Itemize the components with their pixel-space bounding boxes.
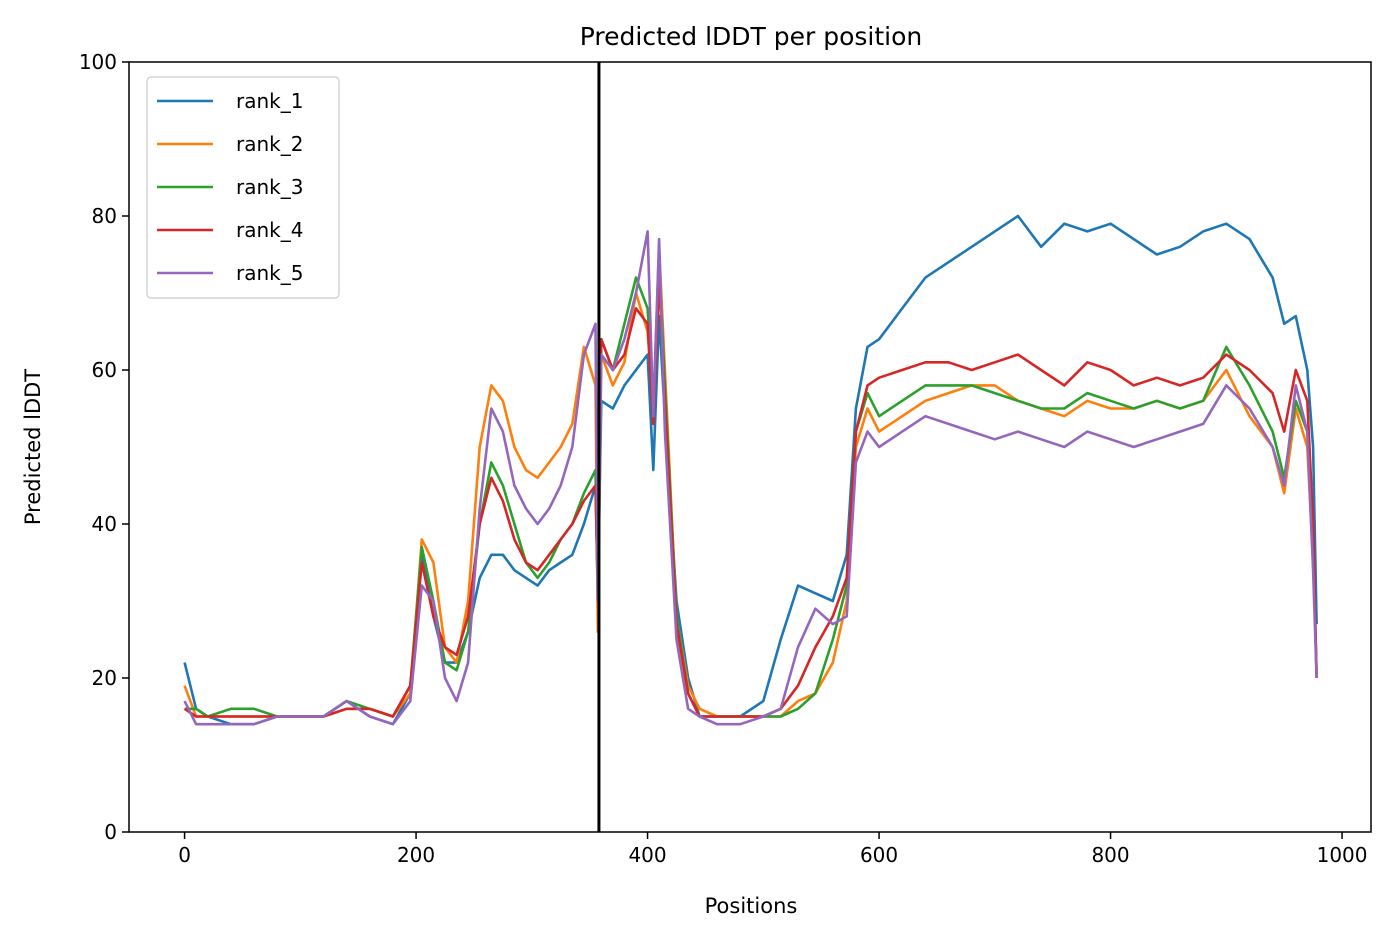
x-tick-label: 200: [397, 843, 435, 867]
chart-title: Predicted lDDT per position: [580, 22, 922, 51]
plot-lines: [183, 214, 1318, 726]
y-tick-label: 100: [79, 50, 117, 74]
legend-label-rank_4: rank_4: [236, 218, 303, 242]
x-tick-label: 600: [860, 843, 898, 867]
legend-label-rank_3: rank_3: [236, 175, 303, 199]
x-tick-label: 1000: [1317, 843, 1368, 867]
legend: rank_1 rank_2 rank_3 rank_4 rank_5: [146, 76, 340, 299]
legend-label-rank_1: rank_1: [236, 89, 303, 113]
legend-label-rank_5: rank_5: [236, 261, 303, 285]
x-axis: 0 200 400 600 800 1000: [178, 832, 1368, 867]
y-tick-label: 20: [92, 666, 117, 690]
y-tick-label: 80: [92, 204, 117, 228]
legend-label-rank_2: rank_2: [236, 132, 303, 156]
y-tick-label: 60: [92, 358, 117, 382]
y-axis-label: Predicted lDDT: [21, 369, 45, 525]
x-tick-label: 400: [628, 843, 666, 867]
y-tick-label: 40: [92, 512, 117, 536]
legend-box: [146, 76, 340, 299]
x-tick-label: 0: [178, 843, 191, 867]
x-axis-label: Positions: [705, 894, 798, 918]
plot-frame: [128, 61, 1372, 833]
y-tick-label: 0: [104, 820, 117, 844]
x-tick-label: 800: [1091, 843, 1129, 867]
series-line-rank_5: [183, 230, 1318, 726]
y-axis: 0 20 40 60 80 100: [79, 50, 129, 844]
